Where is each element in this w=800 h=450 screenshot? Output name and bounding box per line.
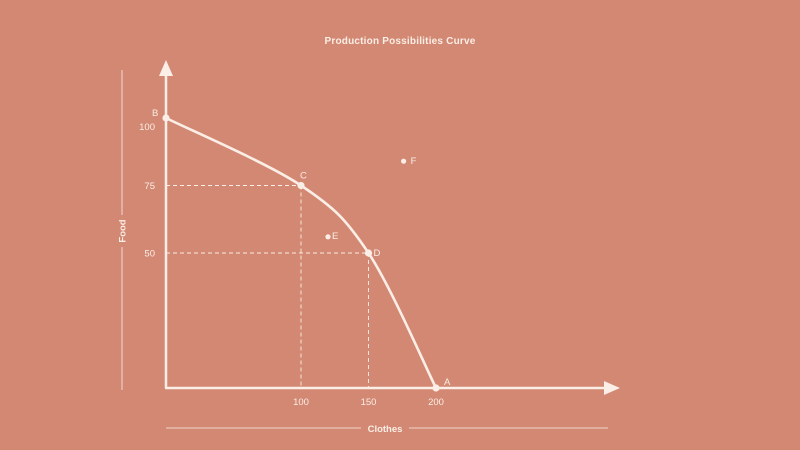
x-tick-label-200: 200 (428, 397, 444, 408)
guide-lines (166, 185, 369, 388)
chart-title: Production Possibilities Curve (324, 36, 475, 47)
ppc-curve-group (164, 116, 438, 390)
point-label-a: A (444, 377, 451, 388)
point-label-c: C (300, 171, 307, 182)
y-tick-label-100: 100 (139, 122, 155, 133)
point-b (162, 114, 170, 122)
point-c (297, 181, 305, 190)
y-tick-label-75: 75 (144, 181, 155, 192)
point-label-f: F (411, 156, 417, 167)
ppc-curve (164, 116, 438, 390)
y-axis-arrow (159, 60, 173, 76)
tick-labels: 100 150 200 50 75 100 (139, 122, 444, 408)
point-a (432, 384, 440, 392)
x-axis-arrow (604, 381, 620, 395)
point-e (325, 234, 331, 240)
point-f (401, 158, 407, 164)
data-points: A B C D E F (152, 108, 451, 392)
point-label-b: B (152, 108, 158, 119)
point-label-d: D (374, 248, 381, 259)
x-axis-label: Clothes (368, 424, 403, 435)
x-tick-label-100: 100 (293, 397, 309, 408)
point-d (364, 249, 373, 257)
x-tick-label-150: 150 (361, 397, 377, 408)
point-label-e: E (332, 231, 338, 242)
y-tick-label-50: 50 (144, 249, 155, 260)
y-axis-label: Food (118, 219, 129, 242)
